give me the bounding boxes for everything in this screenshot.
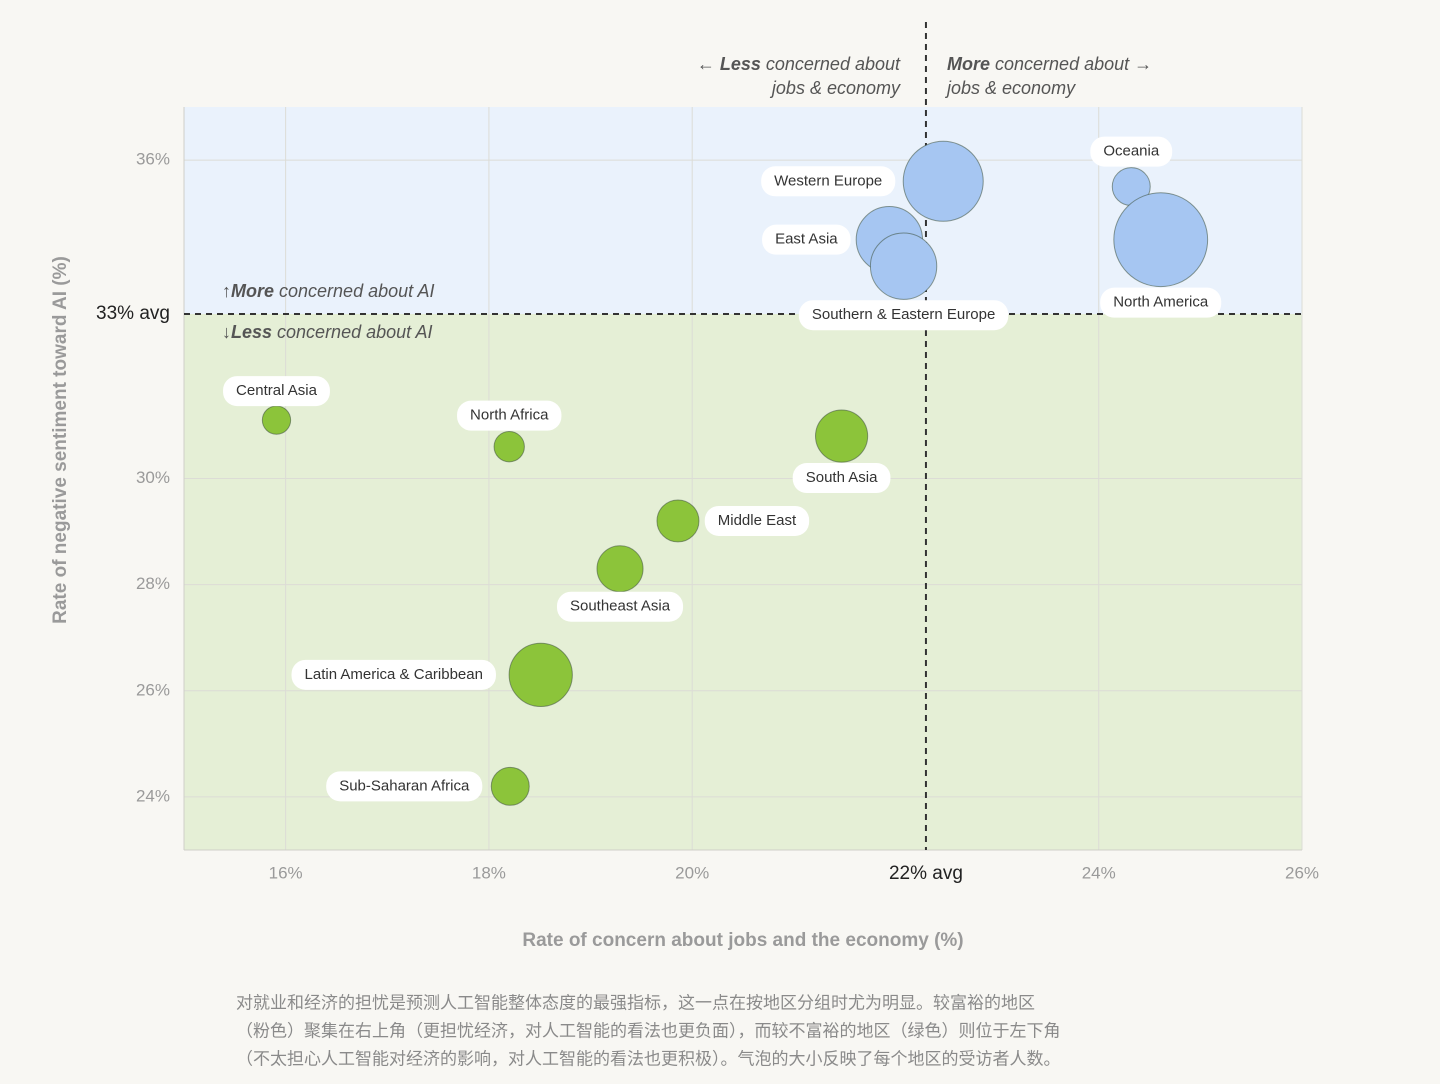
x-axis-title: Rate of concern about jobs and the econo… — [522, 930, 963, 951]
label-pill — [762, 224, 851, 255]
bubble — [490, 766, 530, 806]
y-tick-label: 30% — [136, 468, 170, 487]
label-pill — [223, 376, 330, 407]
label-pill — [556, 591, 684, 622]
point-label: Middle East — [718, 512, 797, 529]
x-tick-label: 18% — [472, 863, 506, 882]
bubble — [596, 545, 644, 593]
bubble — [493, 430, 525, 463]
bubble — [1113, 192, 1209, 288]
x-tick-label: 26% — [1285, 863, 1319, 882]
label-pill — [1090, 136, 1173, 167]
point-label: North America — [1113, 294, 1209, 311]
x-tick-label: 20% — [675, 863, 709, 882]
caption-line: （不太担心人工智能对经济的影响，对人工智能的看法也更积极）。气泡的大小反映了每个… — [236, 1049, 1061, 1068]
point-label: East Asia — [775, 231, 838, 248]
annotation: ↓Less concerned about AI — [222, 322, 432, 342]
y-tick-label: 28% — [136, 574, 170, 593]
annotation: ← Less concerned about — [697, 54, 901, 74]
label-pill — [291, 659, 496, 690]
point-label: Southeast Asia — [570, 598, 671, 615]
region-below — [184, 313, 1302, 850]
x-tick-label: 16% — [269, 863, 303, 882]
bubble — [869, 232, 938, 300]
point-label: Western Europe — [774, 172, 882, 189]
avg-label: 22% avg — [889, 863, 963, 884]
y-tick-label: 26% — [136, 680, 170, 699]
caption-line: 对就业和经济的担忧是预测人工智能整体态度的最强指标，这一点在按地区分组时尤为明显… — [236, 993, 1035, 1012]
point-label: Central Asia — [236, 382, 318, 399]
x-tick-label: 24% — [1082, 863, 1116, 882]
plot-area: 16% 18% 20% 24% 26% 24% 26% 28% 30% 36% 33% avg 22%… — [96, 22, 1319, 884]
label-pill — [326, 771, 483, 802]
label-pill — [1100, 287, 1222, 318]
bubble — [656, 499, 700, 543]
point-label: Oceania — [1103, 143, 1160, 160]
label-pill — [761, 166, 896, 197]
annotation: jobs & economy — [944, 78, 1076, 98]
annotation: More concerned about → — [947, 54, 1152, 74]
label-pill — [798, 300, 1009, 331]
bubble — [508, 642, 573, 707]
y-tick-label: 24% — [136, 786, 170, 805]
annotation: ↑More concerned about AI — [222, 281, 434, 301]
avg-label: 33% avg — [96, 303, 170, 324]
y-tick-label: 36% — [136, 150, 170, 169]
caption-line: （粉色）聚集在右上角（更担忧经济，对人工智能的看法也更负面），而较不富裕的地区（… — [236, 1021, 1061, 1040]
y-axis-title: Rate of negative sentiment toward AI (%) — [50, 256, 71, 624]
point-label: Sub-Saharan Africa — [339, 777, 470, 794]
label-pill — [792, 463, 891, 494]
point-label: South Asia — [806, 469, 878, 486]
bubble — [902, 140, 984, 222]
bubble — [261, 405, 292, 435]
point-label: Southern & Eastern Europe — [812, 306, 995, 323]
label-pill — [457, 400, 562, 431]
annotation: jobs & economy — [769, 78, 901, 98]
point-label: Latin America & Caribbean — [305, 666, 483, 683]
bubble — [815, 409, 869, 463]
point-label: North Africa — [470, 407, 549, 424]
label-pill — [704, 505, 810, 536]
